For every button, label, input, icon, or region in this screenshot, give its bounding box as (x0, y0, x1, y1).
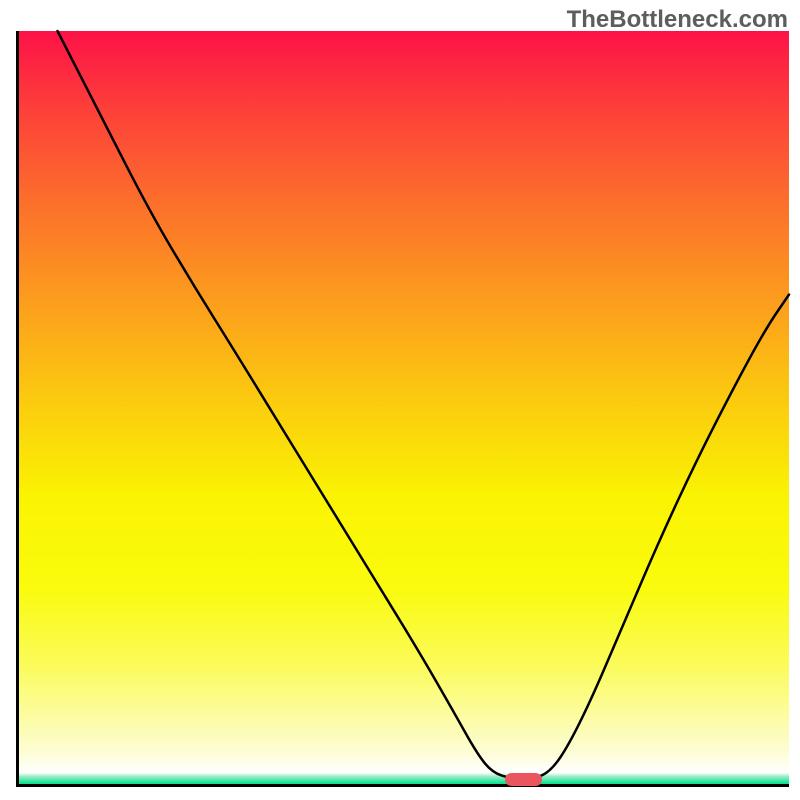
watermark-text: TheBottleneck.com (567, 6, 788, 34)
y-axis-line (16, 31, 19, 787)
x-axis-line (16, 784, 789, 787)
bottleneck-curve (0, 0, 800, 800)
chart-container: TheBottleneck.com (0, 0, 800, 800)
optimum-marker (505, 773, 542, 787)
